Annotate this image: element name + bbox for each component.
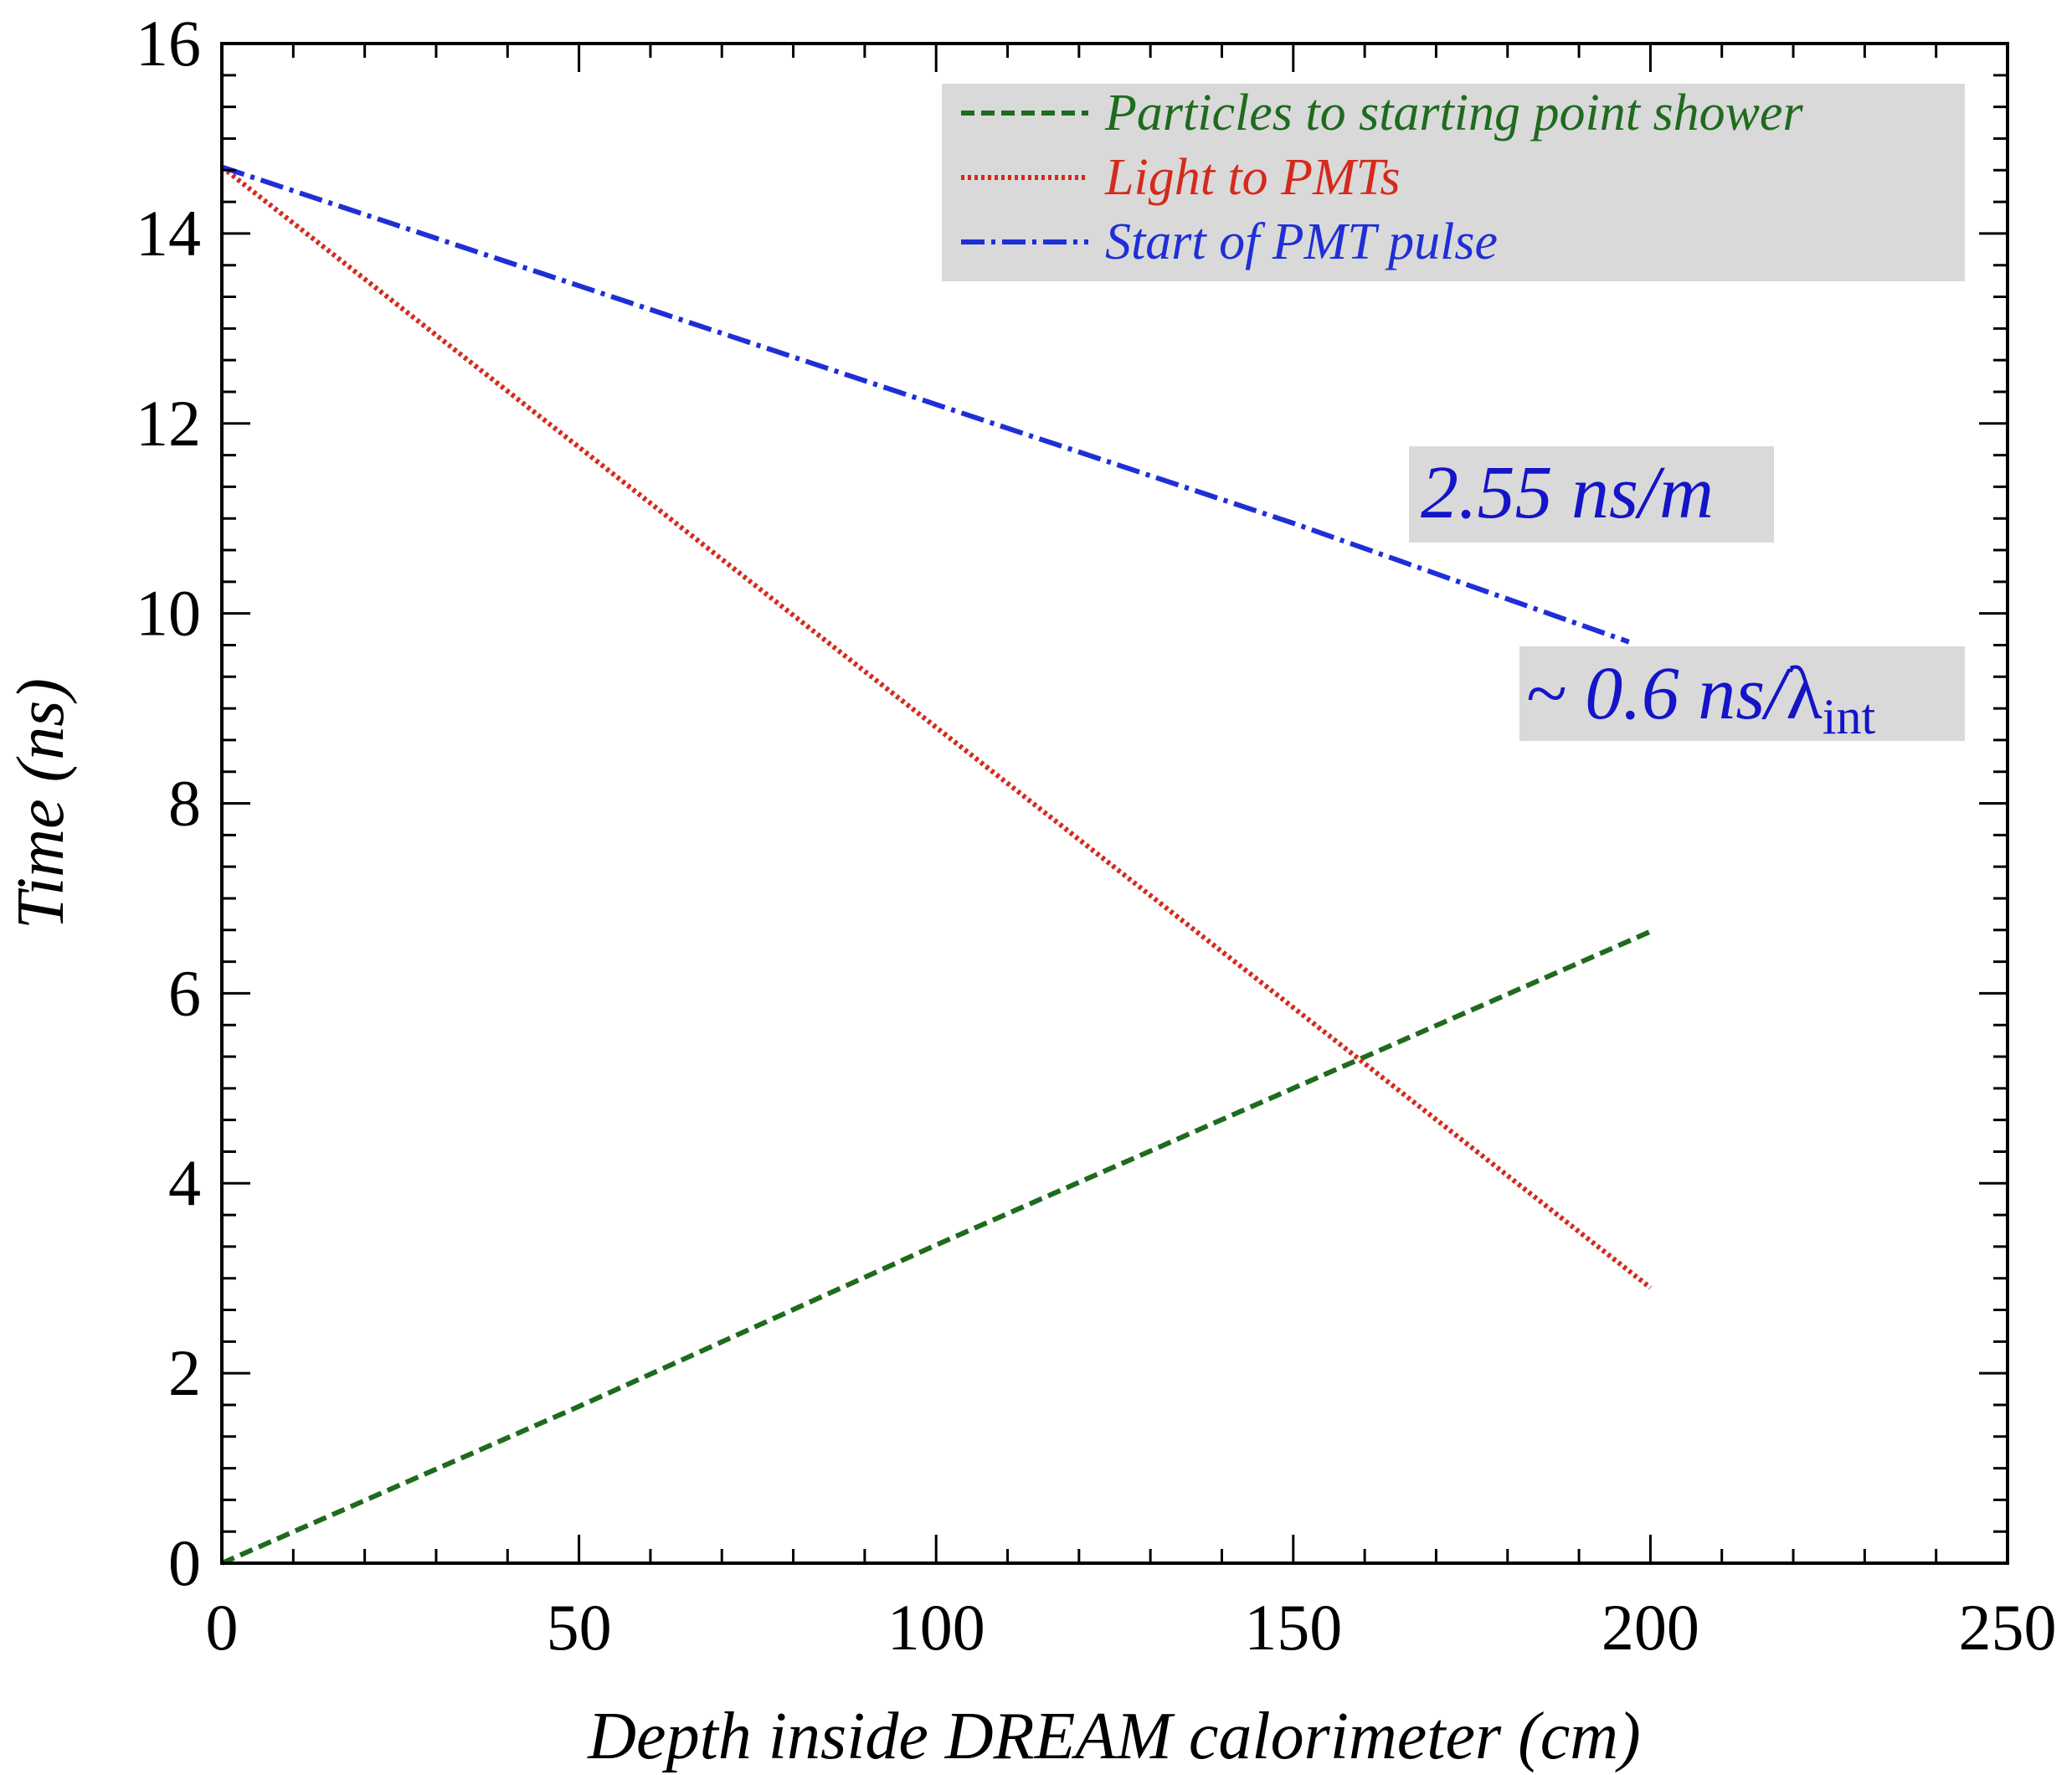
x-tick-label: 200 xyxy=(1602,1591,1699,1664)
annotation-slope: 2.55 ns/m xyxy=(1409,446,1774,543)
annotation-slope-text: 2.55 ns/m xyxy=(1421,451,1714,534)
series-line-0 xyxy=(220,929,1652,1566)
x-tick-label: 100 xyxy=(887,1591,985,1664)
annotation-lambda-text: ~ 0.6 ns/λint xyxy=(1525,652,1876,744)
x-tick-label: 50 xyxy=(547,1591,612,1664)
y-tick-label: 10 xyxy=(136,577,201,650)
annotation-lambda-main: ~ 0.6 ns/ xyxy=(1525,652,1792,735)
legend-label-particles: Particles to starting point shower xyxy=(1104,85,1803,141)
y-tick-label: 16 xyxy=(136,7,201,80)
y-tick-label: 12 xyxy=(136,387,201,460)
series-line-2 xyxy=(221,164,1630,645)
legend-label-pulse: Start of PMT pulse xyxy=(1105,214,1498,270)
ticks-layer: 0 50 100 150 200 250 0 2 4 6 8 10 12 14 16 xyxy=(136,7,2057,1664)
x-axis-title: Depth inside DREAM calorimeter (cm) xyxy=(587,1700,1640,1773)
y-tick-label: 6 xyxy=(168,956,201,1029)
legend: Particles to starting point shower Light… xyxy=(942,84,1965,281)
annotation-lambda-greek: λ xyxy=(1786,652,1823,735)
series-layer xyxy=(220,164,1653,1566)
x-tick-label: 150 xyxy=(1244,1591,1342,1664)
y-tick-label: 4 xyxy=(168,1146,201,1219)
y-tick-label: 8 xyxy=(168,767,201,840)
x-tick-label: 0 xyxy=(206,1591,239,1664)
annotation-lambda: ~ 0.6 ns/λint xyxy=(1519,646,1965,744)
y-tick-label: 2 xyxy=(168,1336,201,1409)
legend-label-light: Light to PMTs xyxy=(1104,149,1401,206)
x-tick-label: 250 xyxy=(1959,1591,2057,1664)
legend-box xyxy=(942,84,1965,281)
annotation-lambda-subscript: int xyxy=(1823,689,1876,744)
y-axis-title: Time (ns) xyxy=(4,678,78,929)
series-line-1 xyxy=(220,165,1653,1290)
annotation-lambda-box xyxy=(1519,646,1965,741)
annotation-slope-box xyxy=(1409,446,1774,543)
y-tick-label: 0 xyxy=(168,1526,201,1599)
y-tick-label: 14 xyxy=(136,197,201,270)
